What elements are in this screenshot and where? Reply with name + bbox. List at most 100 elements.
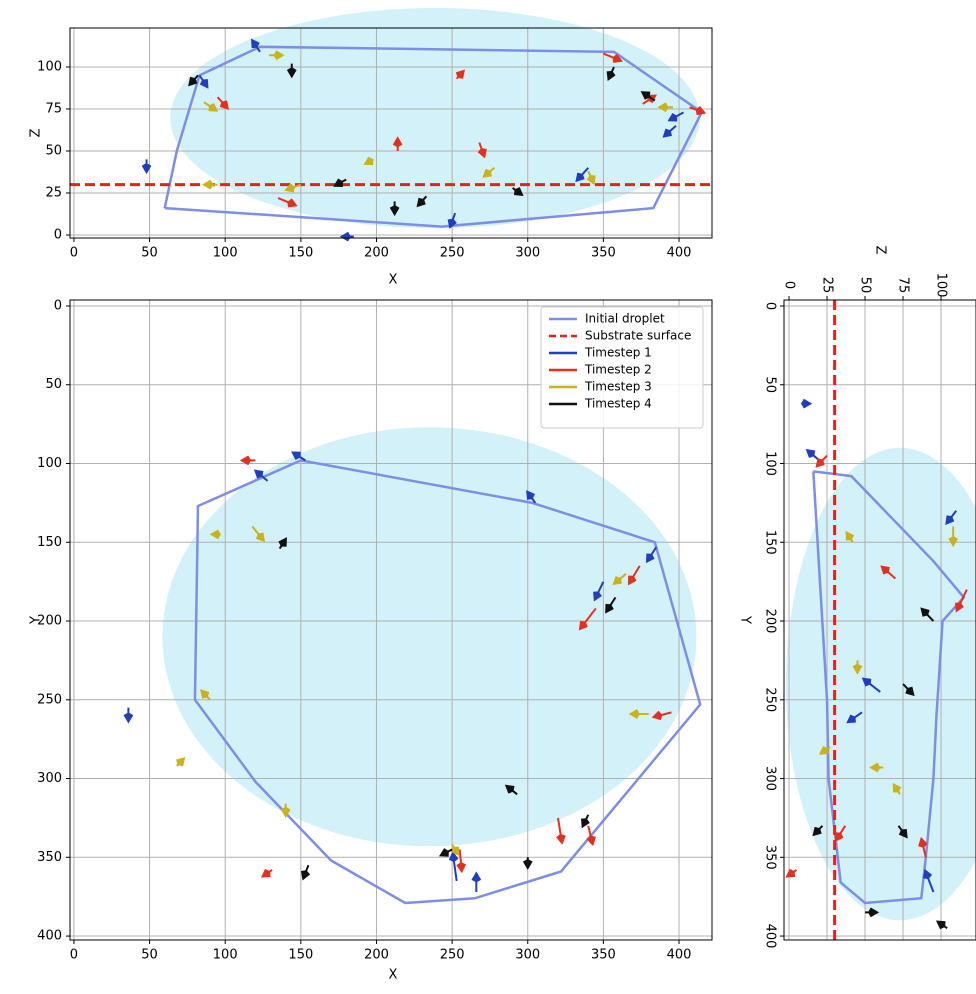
displacement-arrow — [447, 212, 457, 230]
y-tick-label: 300 — [763, 766, 778, 791]
legend-label: Timestep 1 — [584, 346, 652, 360]
droplet-fit — [170, 8, 700, 229]
displacement-arrow — [389, 201, 400, 217]
displacement-arrow — [123, 707, 134, 724]
x-tick-label: 0 — [782, 281, 797, 289]
displacement-arrow — [593, 581, 605, 602]
legend-label: Substrate surface — [585, 329, 691, 343]
x-tick-label: 350 — [591, 948, 616, 963]
y-tick-label: 50 — [763, 376, 778, 393]
displacement-arrow — [945, 510, 958, 525]
displacement-arrow — [253, 469, 269, 482]
initial-droplet — [812, 470, 966, 905]
x-tick-label: 300 — [515, 948, 540, 963]
x-tick-label: 25 — [820, 277, 835, 294]
displacement-arrow — [471, 871, 482, 892]
displacement-arrow — [575, 167, 590, 183]
displacement-arrow — [477, 142, 487, 159]
y-tick-label: 400 — [37, 929, 62, 944]
x-tick-label: 250 — [440, 246, 465, 261]
y-tick-label: 150 — [763, 530, 778, 555]
axes-frame — [69, 299, 713, 941]
displacement-arrow — [339, 231, 354, 242]
displacement-arrow — [455, 69, 466, 80]
displacement-arrow — [556, 817, 566, 845]
displacement-arrow — [438, 848, 453, 857]
x-axis-label: X — [389, 968, 398, 983]
y-tick-label: 100 — [763, 451, 778, 476]
x-tick-label: 100 — [934, 273, 949, 298]
y-tick-label: 300 — [37, 771, 62, 786]
displacement-arrow — [141, 159, 152, 175]
y-axis-label: Z — [29, 128, 44, 137]
displacement-arrow — [277, 197, 298, 208]
displacement-arrow — [640, 91, 656, 102]
displacement-arrow — [948, 526, 959, 548]
displacement-arrow — [628, 709, 649, 719]
legend-label: Timestep 4 — [584, 397, 652, 411]
displacement-arrow — [250, 38, 261, 53]
y-tick-label: 150 — [37, 535, 62, 550]
y-tick-label: 100 — [37, 456, 62, 471]
x-axis-label: X — [389, 273, 398, 288]
displacement-arrow — [504, 784, 518, 796]
y-tick-label: 200 — [37, 614, 62, 629]
displacement-arrow — [456, 849, 467, 874]
x-tick-label: 150 — [288, 948, 313, 963]
y-tick-label: 25 — [45, 185, 62, 200]
displacement-arrow — [785, 868, 798, 878]
y-tick-label: 200 — [763, 609, 778, 634]
x-tick-label: 0 — [70, 246, 78, 261]
displacement-arrow — [902, 683, 915, 697]
displacement-arrow — [482, 167, 496, 178]
y-tick-label: 400 — [763, 924, 778, 949]
displacement-arrow — [918, 836, 928, 858]
displacement-arrow — [363, 156, 374, 166]
y-tick-label: 50 — [45, 143, 62, 158]
x-tick-label: 150 — [288, 246, 313, 261]
displacement-arrow — [448, 850, 459, 882]
displacement-arrow — [198, 74, 209, 89]
displacement-arrow — [657, 102, 673, 113]
y-tick-label: 350 — [763, 845, 778, 870]
displacement-arrow — [818, 745, 831, 755]
displacement-arrow — [846, 711, 863, 724]
displacement-arrow — [606, 66, 616, 81]
displacement-arrow — [291, 451, 306, 462]
displacement-arrow — [880, 565, 897, 580]
displacement-arrow — [869, 762, 884, 773]
y-tick-label: 250 — [763, 687, 778, 712]
displacement-arrow — [603, 52, 623, 63]
displacement-arrow — [689, 105, 707, 116]
displacement-arrow — [209, 529, 221, 540]
displacement-arrow — [216, 96, 230, 110]
droplet-fit — [162, 427, 697, 847]
y-tick-label: 75 — [45, 101, 62, 116]
displacement-arrow — [586, 170, 596, 186]
axes-frame — [69, 27, 713, 239]
x-tick-label: 0 — [70, 948, 78, 963]
displacement-arrow — [955, 589, 968, 613]
displacement-arrow — [239, 455, 256, 466]
displacement-arrow — [612, 572, 627, 586]
displacement-arrow — [578, 607, 597, 631]
displacement-arrow — [815, 454, 828, 468]
legend-box — [540, 306, 704, 429]
displacement-arrow — [852, 660, 863, 675]
initial-droplet — [163, 45, 704, 228]
x-tick-label: 200 — [364, 246, 389, 261]
displacement-arrow — [392, 136, 403, 151]
y-axis-label: Y — [738, 615, 753, 624]
displacement-arrow — [801, 398, 813, 409]
x-tick-label: 350 — [591, 246, 616, 261]
x-tick-label: 100 — [213, 246, 238, 261]
x-tick-label: 100 — [213, 948, 238, 963]
y-tick-label: 0 — [763, 302, 778, 310]
displacement-arrow — [667, 111, 685, 122]
displacement-arrow — [284, 183, 302, 193]
displacement-arrow — [920, 607, 935, 622]
displacement-arrow — [176, 757, 186, 767]
y-tick-label: 250 — [37, 692, 62, 707]
